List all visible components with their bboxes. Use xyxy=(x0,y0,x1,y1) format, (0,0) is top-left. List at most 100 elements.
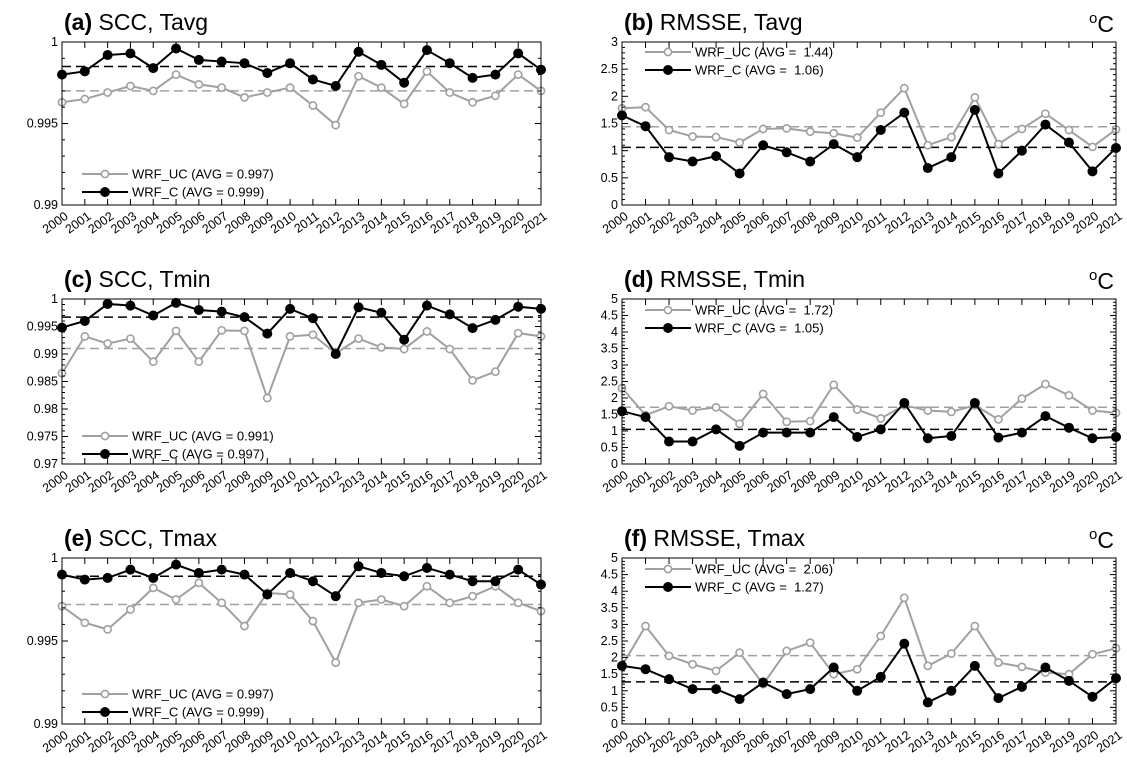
data-point-uc xyxy=(285,83,295,93)
data-point-c xyxy=(781,689,792,700)
data-point-uc xyxy=(735,419,745,429)
data-point-c xyxy=(852,685,863,696)
series-line-uc xyxy=(621,383,1117,426)
data-point-c xyxy=(805,684,816,695)
data-point-c xyxy=(1087,166,1098,177)
data-point-uc xyxy=(1017,662,1027,672)
legend-marker xyxy=(100,448,111,459)
chart-title: (b) RMSSE, Tavg xyxy=(624,9,803,35)
data-point-uc xyxy=(711,666,721,676)
y-tick-label: 1.5 xyxy=(601,667,618,681)
data-point-c xyxy=(734,440,745,451)
legend-marker xyxy=(663,564,673,574)
y-tick-label: 0.975 xyxy=(27,430,58,444)
data-point-c xyxy=(79,66,90,77)
data-point-uc xyxy=(829,380,839,390)
data-point-c xyxy=(875,424,886,435)
data-point-uc xyxy=(490,367,500,376)
data-point-uc xyxy=(899,593,909,603)
data-point-uc xyxy=(126,334,135,343)
data-point-uc xyxy=(946,407,956,417)
data-point-c xyxy=(102,50,113,61)
data-point-uc xyxy=(1017,124,1027,134)
panel-title-text: SCC, Tmin xyxy=(99,266,211,292)
data-point-c xyxy=(640,121,651,132)
y-tick-label: 0.98 xyxy=(34,402,58,416)
legend-label: WRF_C (AVG = 1.05) xyxy=(695,321,824,336)
data-point-uc xyxy=(758,389,768,399)
data-point-uc xyxy=(468,97,477,107)
data-point-uc xyxy=(148,583,158,593)
data-point-uc xyxy=(217,598,227,608)
legend-marker xyxy=(100,187,111,198)
unit-letter: C xyxy=(1097,268,1114,294)
data-point-c xyxy=(1016,427,1027,438)
data-point-c xyxy=(444,309,455,320)
y-tick-label: 3 xyxy=(611,358,618,372)
data-point-c xyxy=(1040,411,1051,422)
data-point-uc xyxy=(923,406,933,415)
data-point-c xyxy=(899,638,910,649)
data-point-c xyxy=(125,564,136,575)
legend-marker xyxy=(100,689,110,699)
legend-marker xyxy=(662,65,673,76)
data-point-uc xyxy=(993,415,1003,424)
data-point-c xyxy=(969,660,980,671)
legend-item-uc: WRF_UC (AVG = 0.997) xyxy=(82,687,274,702)
unit-label: oC xyxy=(1089,10,1114,37)
unit-label: oC xyxy=(1089,526,1114,553)
data-point-uc xyxy=(970,93,980,102)
legend-item-c: WRF_C (AVG = 1.06) xyxy=(645,63,824,78)
y-tick-label: 0 xyxy=(611,457,618,471)
data-point-c xyxy=(1040,662,1051,673)
data-point-c xyxy=(79,574,90,585)
data-point-c xyxy=(262,328,273,339)
series-line-uc xyxy=(61,329,542,401)
data-point-uc xyxy=(126,605,135,614)
legend-label: WRF_UC (AVG = 1.44) xyxy=(695,45,833,60)
data-point-c xyxy=(399,571,410,582)
data-point-c xyxy=(376,59,387,70)
unit-label: oC xyxy=(1089,267,1114,294)
data-point-c xyxy=(922,163,933,174)
data-point-uc xyxy=(217,325,227,335)
data-point-c xyxy=(993,168,1004,179)
data-point-c xyxy=(875,671,886,682)
data-point-c xyxy=(922,697,933,708)
legend-item-uc: WRF_UC (AVG = 1.72) xyxy=(645,303,833,318)
data-point-uc xyxy=(103,88,113,97)
data-point-uc xyxy=(376,595,386,604)
data-point-c xyxy=(330,591,341,602)
data-point-uc xyxy=(946,649,956,659)
data-point-uc xyxy=(331,120,341,130)
data-point-c xyxy=(193,304,204,315)
data-point-uc xyxy=(171,326,181,336)
chart-panel-c: (c) SCC, Tmin 0.97 0.975 0.98 0.985 0.99 0.995… xyxy=(27,266,550,495)
data-point-uc xyxy=(376,83,386,93)
data-point-c xyxy=(467,323,478,334)
y-tick-label: 2.5 xyxy=(601,634,618,648)
data-point-c xyxy=(875,125,886,136)
data-point-c xyxy=(513,48,524,59)
series-line-uc xyxy=(61,69,542,127)
y-tick-label: 2 xyxy=(611,89,618,103)
y-tick-label: 0.5 xyxy=(601,171,618,185)
data-point-c xyxy=(805,427,816,438)
y-tick-label: 5 xyxy=(611,292,618,306)
data-point-uc xyxy=(171,70,181,79)
data-point-uc xyxy=(852,664,862,674)
data-point-uc xyxy=(194,357,204,367)
data-point-c xyxy=(1016,681,1027,692)
data-point-uc xyxy=(445,598,455,608)
data-point-c xyxy=(899,397,910,408)
legend-label: WRF_C (AVG = 1.27) xyxy=(695,580,824,595)
chart-panel-a: (a) SCC, Tavg0.990.995120002001200220032… xyxy=(27,9,550,236)
y-tick-label: 0.5 xyxy=(601,441,618,455)
chart-title: (e) SCC, Tmax xyxy=(64,525,217,551)
data-point-uc xyxy=(422,327,432,336)
panel-letter: (f) xyxy=(624,525,647,551)
data-point-c xyxy=(513,564,524,575)
chart-title: (f) RMSSE, Tmax xyxy=(624,525,806,551)
data-point-c xyxy=(490,69,501,80)
